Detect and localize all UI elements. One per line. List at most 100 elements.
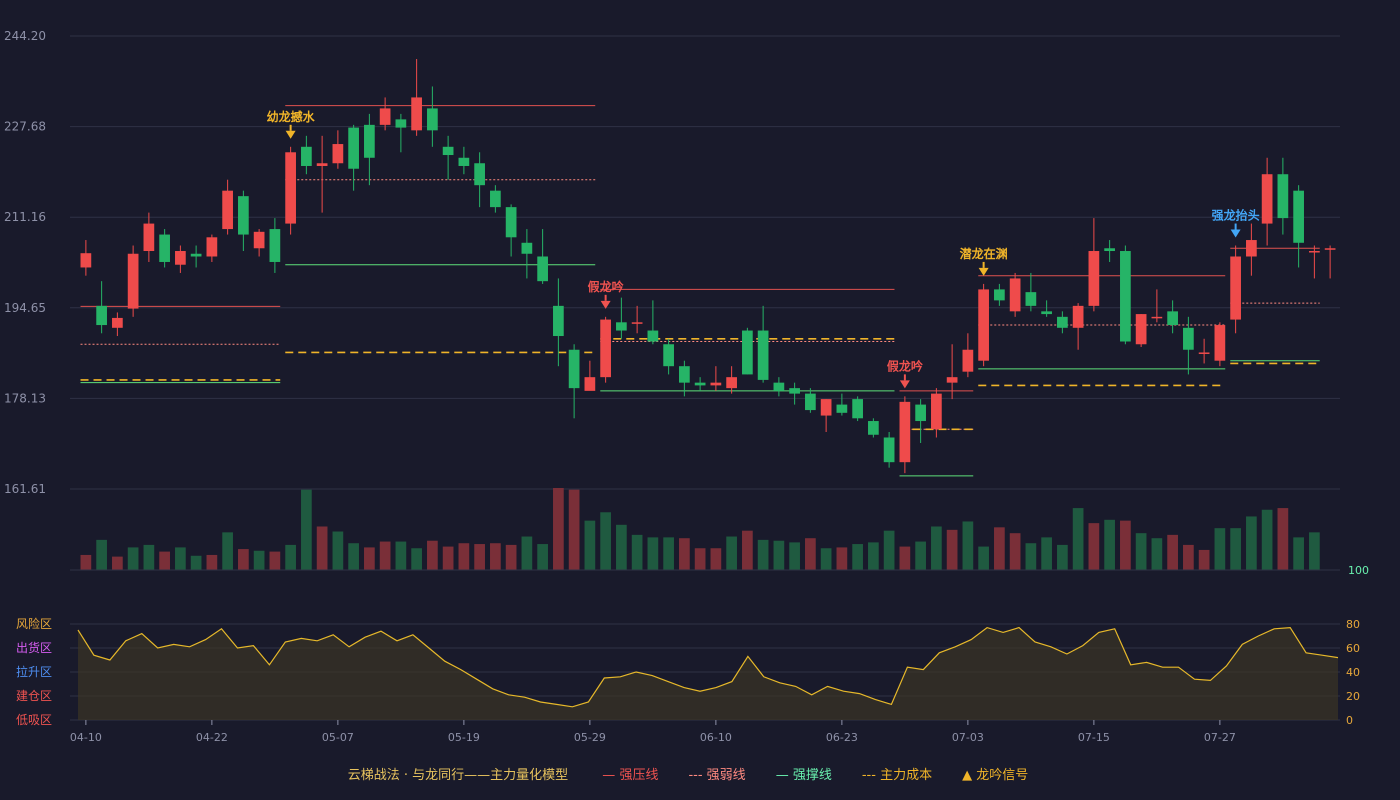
candle-body <box>757 330 769 380</box>
candle-body <box>553 305 564 337</box>
zone-label: 拉升区 <box>16 664 52 679</box>
volume-bar <box>364 547 375 570</box>
legend-label: 强压线 <box>619 768 659 783</box>
volume-bar <box>726 536 737 570</box>
candle-body <box>962 349 974 372</box>
signal-arrow <box>285 130 296 139</box>
volume-bar <box>978 546 989 570</box>
price-tick-label: 194.65 <box>4 301 46 315</box>
zone-label: 出货区 <box>16 640 52 655</box>
volume-bar <box>946 529 958 570</box>
legend-marker: — <box>602 768 620 783</box>
candle-body <box>1324 248 1336 250</box>
candle-body <box>222 190 233 230</box>
x-tick-label: 04-22 <box>196 731 228 744</box>
signal-arrow <box>978 267 989 276</box>
legend-marker: — <box>775 768 793 783</box>
volume-bar <box>1261 509 1273 570</box>
volume-bar <box>1214 528 1226 570</box>
volume-bar <box>789 542 800 570</box>
candle-body <box>663 344 674 367</box>
candle-body <box>505 207 517 238</box>
signal-label: 幼龙撼水 <box>267 109 316 124</box>
volume-bar <box>742 530 753 570</box>
candle-body <box>789 388 800 394</box>
candle-body <box>836 404 848 413</box>
candle-body <box>1041 311 1052 315</box>
legend-item[interactable]: ▲ 龙吟信号 <box>962 768 1028 783</box>
candle-body <box>631 322 643 324</box>
candlestick-chart: 244.20 227.68 211.16 194.65 178.13 161.61 100 幼… <box>4 29 1369 744</box>
signal-label: 潜龙在渊 <box>960 246 1008 261</box>
candle-body <box>868 421 879 435</box>
volume-bar <box>568 489 580 570</box>
legend-marker: --- <box>688 768 707 783</box>
legend-title: 云梯战法 · 与龙同行——主力量化模型 <box>347 768 569 783</box>
volume-bar <box>600 512 611 570</box>
candle-body <box>1261 174 1273 224</box>
signal-label: 假龙吟 <box>588 279 624 294</box>
volume-bar <box>836 547 848 570</box>
legend-items: — 强压线 --- 强弱线 — 强撑线 --- 主力成本 ▲ 龙吟信号 <box>584 768 1040 783</box>
volume-bar <box>112 556 123 570</box>
oscillator-line <box>77 626 1339 708</box>
price-tick-label: 211.16 <box>4 210 46 224</box>
volume-bar <box>663 537 674 570</box>
legend-label: 强弱线 <box>706 768 746 783</box>
legend-item[interactable]: --- 主力成本 <box>862 768 932 783</box>
volume-bar <box>1041 537 1052 570</box>
candle-body <box>805 393 816 411</box>
volume-bar <box>1309 532 1320 570</box>
candle-body <box>915 404 926 422</box>
x-tick-label: 05-07 <box>322 731 354 744</box>
legend-marker: ▲ <box>962 768 977 783</box>
candle-body <box>458 157 470 166</box>
volume-bar <box>269 551 281 570</box>
volume-bar <box>553 488 564 570</box>
price-tick-label: 244.20 <box>4 29 46 43</box>
candle-body <box>427 108 438 131</box>
price-tick-label: 161.61 <box>4 482 46 496</box>
candle-body <box>742 330 753 375</box>
legend-item[interactable]: --- 强弱线 <box>688 768 745 783</box>
candle-body <box>647 330 659 342</box>
candle-body <box>1025 292 1037 306</box>
candle-body <box>1151 316 1163 319</box>
candle-body <box>679 366 690 383</box>
volume-bar <box>805 538 816 570</box>
legend-marker: --- <box>861 768 881 783</box>
candle-body <box>1277 174 1289 219</box>
candle-body <box>112 317 123 328</box>
volume-axis-label: 100 <box>1348 564 1369 577</box>
signal-arrow <box>1230 229 1241 238</box>
candle-body <box>600 319 611 378</box>
candle-body <box>379 108 391 125</box>
candle-body <box>1057 316 1068 328</box>
volume-bar <box>395 541 407 570</box>
legend-item[interactable]: — 强压线 <box>602 768 658 783</box>
legend-label: 主力成本 <box>880 768 933 783</box>
volume-bar <box>490 543 501 570</box>
candle-body <box>1072 305 1084 328</box>
candle-body <box>694 382 706 386</box>
candle-body <box>883 437 895 463</box>
volume-bar <box>1167 534 1178 570</box>
candle-body <box>1293 190 1304 243</box>
volume-bar <box>883 530 895 570</box>
x-tick-label: 04-10 <box>70 731 102 744</box>
candle-body <box>285 152 296 224</box>
candle-body <box>143 223 155 252</box>
candle-body <box>852 399 863 419</box>
candle-body <box>127 253 139 309</box>
candle-body <box>1088 251 1100 306</box>
volume-bar <box>505 544 517 570</box>
candle-body <box>710 382 722 386</box>
volume-bar <box>442 546 454 570</box>
volume-bar <box>852 544 863 570</box>
volume-bar <box>1120 520 1131 570</box>
candle-body <box>537 256 548 282</box>
volume-bar <box>1230 528 1241 570</box>
volume-bar <box>521 536 533 570</box>
legend-item[interactable]: — 强撑线 <box>776 768 832 783</box>
candle-body <box>773 382 785 391</box>
